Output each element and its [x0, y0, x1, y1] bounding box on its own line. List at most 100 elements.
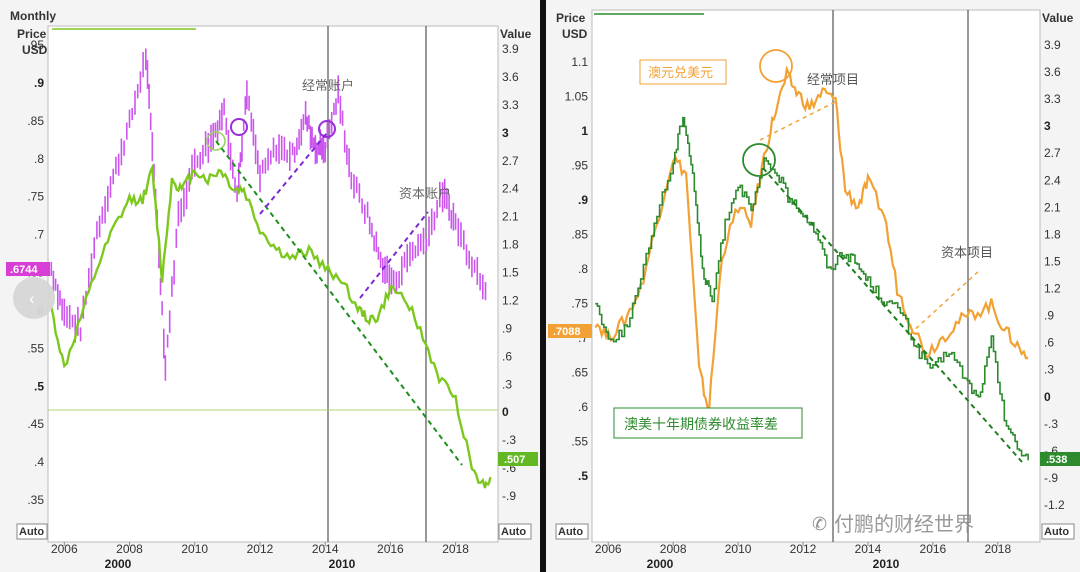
left-value-marker-text: .507: [504, 454, 525, 466]
y-right-tick-label: .9: [1044, 309, 1054, 323]
right-price-marker-box: [548, 324, 592, 338]
y-right-tick-label: 1.8: [502, 238, 519, 252]
y-right-tick-label: -1.2: [1044, 498, 1065, 512]
y-left-tick-label: .95: [27, 38, 44, 52]
x-tick-label: 2008: [116, 542, 143, 556]
y-right-tick-label: -.3: [1044, 417, 1058, 431]
y-right-tick-label: .3: [1044, 363, 1054, 377]
y-left-tick-label: .55: [571, 435, 588, 449]
right-green-trend-dashed: [762, 167, 1023, 463]
y-right-tick-label: 1.5: [502, 266, 519, 280]
right-y-axis-right: 3.9 3.6 3.3 3 2.7 2.4 2.1 1.8 1.5 1.2 .9 .6 .3 0 -.3 -.…: [1044, 38, 1065, 512]
y-left-tick-label: .85: [571, 228, 588, 242]
left-circle-purple-1: [230, 118, 248, 136]
left-x-axis: 2006 2008 2010 2012 2014 2016 2018 2000 2010: [51, 542, 469, 571]
y-right-tick-label: 3.6: [502, 70, 519, 84]
left-series-spread-line: [50, 163, 492, 489]
wechat-icon: ✆: [812, 514, 827, 534]
y-right-tick-label: 2.7: [502, 154, 519, 168]
y-right-tick-label: .6: [1044, 336, 1054, 350]
y-left-tick-label: .75: [27, 190, 44, 204]
right-circle-green: [742, 143, 776, 177]
right-price-header: Price: [556, 11, 586, 25]
y-left-tick-label: 1: [581, 124, 588, 138]
x-tick-label: 2010: [725, 542, 752, 556]
x-tick-label: 2006: [595, 542, 622, 556]
y-left-tick-label: .9: [578, 193, 588, 207]
y-left-tick-label: .7: [34, 228, 44, 242]
x-major-label: 2010: [873, 557, 900, 571]
y-right-tick-label: 1.2: [502, 293, 519, 307]
left-series-audusd-bars: [50, 48, 487, 381]
y-left-tick-label: .85: [27, 114, 44, 128]
y-left-tick-label: .8: [34, 152, 44, 166]
right-usd-header: USD: [562, 27, 588, 41]
y-right-tick-label: 0: [1044, 390, 1051, 404]
right-value-marker-text: .538: [1046, 454, 1067, 466]
right-auto-right-label: Auto: [1044, 526, 1069, 538]
y-left-tick-label: .55: [27, 341, 44, 355]
right-auto-left-button[interactable]: [555, 523, 589, 540]
x-tick-label: 2006: [51, 542, 78, 556]
y-left-tick-label: 1.05: [565, 90, 589, 104]
right-chart-panel: Price USD Value 1.11.051.95.9.85.8.75.7.…: [546, 0, 1080, 572]
left-price-marker-text: .6744: [10, 264, 38, 276]
y-right-tick-label: 0: [502, 405, 509, 419]
left-auto-right-button[interactable]: [498, 523, 532, 540]
right-legend-spread-text: 澳美十年期债券收益率差: [624, 416, 778, 432]
left-circle-purple-2: [318, 120, 336, 138]
left-chart-panel: Monthly Price USD Value .95 .9 .85 .8 .75 .7.…: [0, 0, 540, 572]
left-price-marker-box: [6, 262, 50, 276]
left-value-header: Value: [500, 27, 532, 41]
right-auto-right-button[interactable]: [1041, 523, 1075, 540]
y-right-tick-label: 1.2: [1044, 282, 1061, 296]
watermark: ✆ 付鹏的财经世界: [812, 513, 974, 536]
right-value-header: Value: [1042, 11, 1074, 25]
y-left-tick-label: .5: [578, 469, 588, 483]
right-price-marker-text: .7088: [553, 326, 581, 338]
x-tick-label: 2012: [790, 542, 817, 556]
left-price-header: Price: [17, 27, 47, 41]
x-major-label: 2010: [329, 557, 356, 571]
y-left-tick-label: .4: [34, 455, 44, 469]
right-legend-spread-box: [613, 407, 803, 439]
y-right-tick-label: 3: [1044, 119, 1051, 133]
left-annotation-current-account: 经常账户: [302, 78, 354, 93]
right-series-spread-step: [595, 116, 1029, 461]
y-right-tick-label: .3: [502, 377, 512, 391]
y-right-tick-label: 1.5: [1044, 254, 1061, 268]
y-right-tick-label: 3.9: [1044, 38, 1061, 52]
y-left-tick-label: .35: [27, 493, 44, 507]
x-tick-label: 2010: [181, 542, 208, 556]
right-value-marker-box: [1040, 452, 1080, 466]
left-nav-bubble[interactable]: [13, 277, 55, 319]
y-right-tick-label: 2.4: [1044, 173, 1061, 187]
x-major-label: 2000: [105, 557, 132, 571]
y-left-tick-label: .65: [571, 366, 588, 380]
left-circle-green: [206, 131, 226, 151]
x-tick-label: 2012: [247, 542, 274, 556]
right-orange-trend-1: [759, 101, 836, 141]
left-auto-left-button[interactable]: [16, 523, 48, 540]
x-tick-label: 2014: [855, 542, 882, 556]
left-chevron-icon[interactable]: ‹: [29, 289, 35, 308]
y-left-tick-label: 1.1: [571, 55, 588, 69]
y-right-tick-label: 3: [502, 126, 509, 140]
y-right-tick-label: -.3: [502, 433, 516, 447]
right-series-audusd-line: [594, 65, 1029, 416]
y-left-tick-label: .75: [571, 297, 588, 311]
x-tick-label: 2008: [660, 542, 687, 556]
left-y-axis-right: 3.9 3.6 3.3 3 2.7 2.4 2.1 1.8 1.5 1.2 .9 .6 .3 0 -.3 -.…: [502, 42, 519, 503]
right-annotation-capital: 资本项目: [941, 245, 993, 260]
y-right-tick-label: 2.4: [502, 182, 519, 196]
right-auto-left-label: Auto: [558, 526, 583, 538]
y-left-tick-label: .5: [34, 379, 44, 393]
y-right-tick-label: .9: [502, 321, 512, 335]
panel-separator: [540, 0, 546, 572]
right-legend-audusd-box: [639, 59, 727, 85]
x-major-label: 2000: [647, 557, 674, 571]
y-right-tick-label: .6: [502, 349, 512, 363]
y-right-tick-label: 2.1: [1044, 200, 1061, 214]
